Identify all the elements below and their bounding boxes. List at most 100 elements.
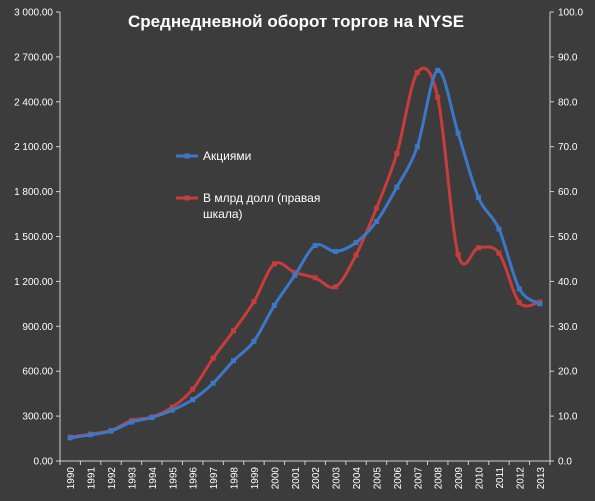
x-tick-label: 2007 <box>413 467 424 490</box>
data-point-usd <box>312 275 318 281</box>
right-tick-label: 100.0 <box>558 8 583 19</box>
data-point-usd <box>373 205 379 211</box>
data-point-shares <box>149 415 155 421</box>
left-tick-label: 3 000.00 <box>14 8 53 19</box>
left-tick-label: 300.00 <box>22 412 53 423</box>
data-point-usd <box>516 300 522 306</box>
x-tick-label: 2001 <box>291 467 302 490</box>
data-point-usd <box>435 94 441 100</box>
data-point-usd <box>231 328 237 334</box>
data-point-shares <box>67 435 73 441</box>
data-point-shares <box>190 397 196 403</box>
right-tick-label: 10.0 <box>558 412 578 423</box>
legend-label-usd-line1: В млрд долл (правая <box>203 191 320 205</box>
x-tick-label: 2008 <box>434 467 445 490</box>
right-tick-label: 90.0 <box>558 52 578 63</box>
data-point-usd <box>394 150 400 156</box>
data-point-usd <box>169 404 175 410</box>
x-tick-label: 2013 <box>536 467 547 490</box>
data-point-shares <box>271 302 277 308</box>
data-point-shares <box>210 380 216 386</box>
left-tick-label: 2 100.00 <box>14 142 53 153</box>
right-axis-ticks: 0.0 10.0 20.0 30.0 40.0 50.0 60.0 70.0 80.0 90.0 1… <box>550 8 583 468</box>
data-point-usd <box>251 299 257 305</box>
legend-entry-usd: В млрд долл (правая шкала) <box>176 191 320 221</box>
data-point-usd <box>455 251 461 257</box>
left-tick-label: 900.00 <box>22 322 53 333</box>
x-tick-label: 2012 <box>515 467 526 490</box>
left-tick-label: 2 400.00 <box>14 97 53 108</box>
data-point-shares <box>476 195 482 201</box>
data-point-shares <box>496 226 502 232</box>
data-point-usd <box>353 252 359 258</box>
x-tick-label: 2003 <box>332 467 343 490</box>
left-tick-label: 1 800.00 <box>14 187 53 198</box>
data-point-shares <box>251 338 257 344</box>
right-tick-label: 30.0 <box>558 322 578 333</box>
right-tick-label: 60.0 <box>558 187 578 198</box>
chart-title: Среднедневной оборот торгов на NYSE <box>128 12 464 31</box>
data-point-usd <box>476 245 482 251</box>
x-tick-label: 1994 <box>148 467 159 490</box>
right-tick-label: 20.0 <box>558 367 578 378</box>
x-tick-label: 1993 <box>127 467 138 490</box>
data-point-shares <box>128 419 134 425</box>
data-point-shares <box>108 428 114 434</box>
data-point-usd <box>271 261 277 267</box>
x-tick-label: 2000 <box>270 467 281 490</box>
data-point-shares <box>373 219 379 225</box>
x-tick-label: 2004 <box>352 467 363 490</box>
x-tick-label: 2006 <box>393 467 404 490</box>
data-point-shares <box>312 242 318 248</box>
data-point-usd <box>190 386 196 392</box>
right-tick-label: 70.0 <box>558 142 578 153</box>
legend-label-shares: Акциями <box>203 149 251 163</box>
x-tick-label: 1999 <box>250 467 261 490</box>
data-point-usd <box>292 269 298 275</box>
legend: Акциями В млрд долл (правая шкала) <box>176 149 320 221</box>
x-tick-label: 2010 <box>475 467 486 490</box>
left-tick-label: 600.00 <box>22 367 53 378</box>
data-point-shares <box>292 272 298 278</box>
data-point-usd <box>496 250 502 256</box>
data-point-shares <box>537 301 543 307</box>
right-tick-label: 40.0 <box>558 277 578 288</box>
data-point-shares <box>231 358 237 364</box>
data-point-usd <box>333 284 339 290</box>
x-tick-label: 2011 <box>495 467 506 489</box>
legend-entry-shares: Акциями <box>176 149 251 163</box>
data-point-shares <box>455 130 461 136</box>
x-tick-label: 1996 <box>189 467 200 490</box>
legend-marker-shares <box>184 153 190 159</box>
left-axis-ticks: 0.00 300.00 600.00 900.00 1 200.00 1 500.00 1 … <box>14 8 60 468</box>
data-point-usd <box>414 70 420 76</box>
data-point-shares <box>516 286 522 292</box>
x-tick-label: 2002 <box>311 467 322 490</box>
x-axis-ticks: 1990 1991 1992 1993 1994 1995 1996 1997 1998 1999… <box>59 461 551 490</box>
series-shares <box>67 67 543 441</box>
left-tick-label: 1 500.00 <box>14 232 53 243</box>
data-point-shares <box>88 432 94 438</box>
x-tick-label: 1991 <box>87 467 98 490</box>
right-tick-label: 50.0 <box>558 232 578 243</box>
data-point-shares <box>169 407 175 413</box>
data-point-shares <box>353 239 359 245</box>
left-tick-label: 2 700.00 <box>14 52 53 63</box>
x-tick-label: 1992 <box>107 467 118 490</box>
right-tick-label: 0.0 <box>558 457 572 468</box>
data-point-shares <box>333 248 339 254</box>
x-tick-label: 1995 <box>168 467 179 490</box>
data-point-shares <box>435 67 441 73</box>
legend-label-usd-line2: шкала) <box>203 207 243 221</box>
x-tick-label: 2005 <box>372 467 383 490</box>
left-tick-label: 1 200.00 <box>14 277 53 288</box>
data-point-usd <box>210 355 216 361</box>
x-tick-label: 1998 <box>230 467 241 490</box>
left-tick-label: 0.00 <box>34 457 54 468</box>
x-tick-label: 1997 <box>209 467 220 490</box>
data-point-shares <box>414 144 420 150</box>
legend-marker-usd <box>184 195 190 201</box>
series-layer <box>67 66 543 441</box>
x-tick-label: 2009 <box>454 467 465 490</box>
